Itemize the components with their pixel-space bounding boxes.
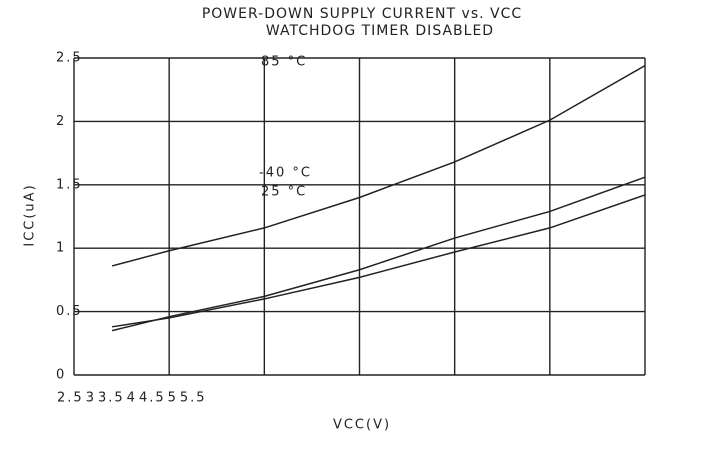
- y-tick-label: 0: [56, 368, 66, 383]
- x-tick-label: 5.5: [180, 391, 207, 406]
- chart-title: POWER-DOWN SUPPLY CURRENT vs. VCC: [202, 6, 522, 22]
- x-tick-label: 4.5: [139, 391, 166, 406]
- x-tick-label: 4: [127, 391, 137, 406]
- x-tick-label: 2.5: [57, 391, 84, 406]
- series-label: -40 °C: [259, 166, 312, 181]
- y-axis-label: ICC(uA): [23, 183, 38, 246]
- x-axis-label: VCC(V): [333, 418, 391, 433]
- x-tick-label: 5: [168, 391, 178, 406]
- x-tick-label: 3.5: [98, 391, 125, 406]
- series-line: [111, 176, 646, 332]
- x-tick-label: 3: [86, 391, 96, 406]
- y-tick-label: 2: [56, 114, 66, 129]
- chart-subtitle: WATCHDOG TIMER DISABLED: [266, 23, 494, 39]
- series-line: [111, 194, 646, 328]
- series-label: 85 °C: [261, 55, 307, 70]
- series-line: [111, 64, 646, 267]
- series-label: 25 °C: [261, 185, 307, 200]
- y-tick-label: 1: [56, 241, 66, 256]
